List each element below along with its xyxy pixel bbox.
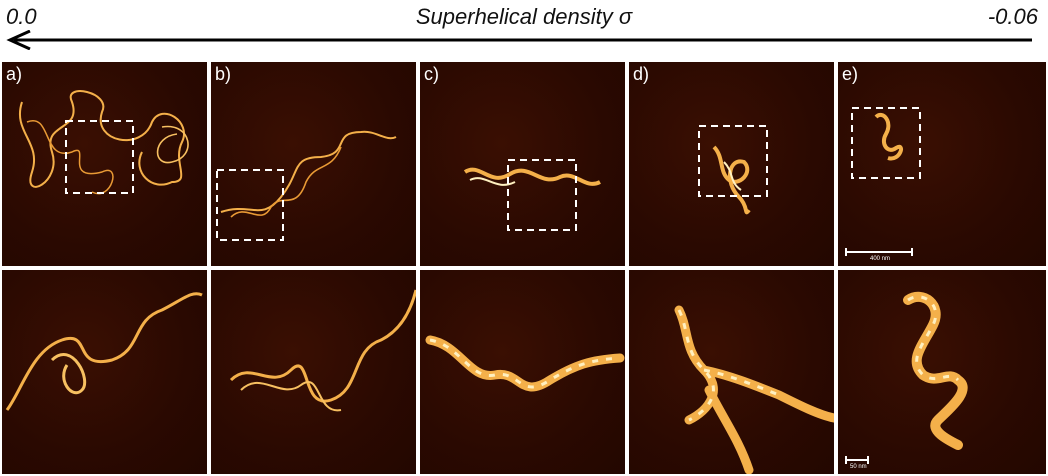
panel-e-overview: e) 400 nm: [836, 60, 1048, 268]
panel-a-overview: a): [0, 60, 209, 268]
panel-label-a: a): [6, 64, 23, 84]
panel-label-d: d): [633, 64, 650, 84]
panel-d-overview: d): [627, 60, 836, 268]
panel-e-zoom: 50 nm: [836, 268, 1048, 476]
panel-b-overview: b): [209, 60, 418, 268]
panel-label-e: e): [842, 64, 859, 84]
panel-c-zoom: [418, 268, 627, 476]
axis-start-value: 0.0: [6, 4, 37, 29]
panel-label-b: b): [215, 64, 232, 84]
panel-a-zoom: [0, 268, 209, 476]
panel-b-zoom: [209, 268, 418, 476]
scale-bar-bottom-label: 50 nm: [850, 464, 867, 470]
axis-title: Superhelical density σ: [415, 4, 633, 29]
panel-d-zoom: [627, 268, 836, 476]
panel-label-c: c): [424, 64, 439, 84]
direction-arrow: [6, 30, 1032, 50]
scale-bar-top-label: 400 nm: [870, 256, 891, 262]
axis-end-value: -0.06: [987, 4, 1038, 29]
panel-c-overview: c): [418, 60, 627, 268]
